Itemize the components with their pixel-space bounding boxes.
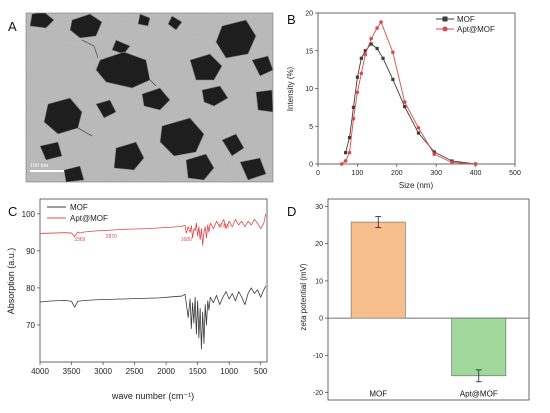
tem-micrograph: 100 nm [25, 12, 274, 183]
data-point-apt-mof [351, 116, 356, 121]
data-point-apt-mof [416, 125, 421, 130]
data-point-mof [351, 105, 356, 109]
y-axis-title-b: Intensity (%) [286, 66, 295, 111]
data-point-mof [391, 77, 395, 82]
legend-marker-mof [442, 16, 448, 22]
spectrum-line-apt-mof [39, 213, 267, 246]
x-tick-label-b: 500 [509, 170, 521, 177]
data-point-mof [363, 49, 367, 53]
y-tick-label-b: 20 [305, 11, 313, 18]
data-point-apt-mof [379, 20, 383, 24]
data-point-mof [432, 150, 436, 154]
zeta-potential-chart: -20 -10 0 10 20 30 MOF Apt@MOF zeta potential … [299, 198, 530, 401]
y-tick-label-d: 20 [315, 241, 323, 248]
x-axis-title-b: Size (nm) [399, 181, 434, 190]
legend-label-apt-mof: Apt@MOF [457, 25, 495, 34]
x-tick-label-b: 0 [316, 170, 320, 177]
data-point-mof [343, 151, 348, 155]
plot-frame-d [327, 198, 530, 401]
x-tick-label-c: 1000 [220, 367, 238, 376]
data-point-mof [355, 75, 359, 79]
x-tick-label-b: 300 [430, 170, 442, 177]
legend-c: MOF Apt@MOF [47, 203, 108, 223]
y-tick-label-b: 0 [309, 162, 313, 169]
x-tick-label-c: 1500 [189, 367, 207, 376]
x-tick-label-c: 3000 [94, 367, 112, 376]
size-distribution-chart: 0 100 200 300 400 500 0 5 10 15 20 MOF Apt@MOF Siz… [286, 11, 521, 191]
series-line-mof [345, 43, 476, 165]
y-tick-label-b: 15 [305, 48, 313, 55]
bar-mof [350, 221, 406, 319]
series-line-apt-mof [341, 21, 476, 165]
data-point-apt-mof [347, 150, 352, 155]
x-axis-title-c: wave number (cm⁻¹) [111, 391, 194, 401]
plot-frame-b [317, 12, 516, 165]
legend-label-apt-mof: Apt@MOF [70, 214, 108, 223]
panel-label-a: A [8, 19, 17, 34]
data-point-apt-mof [473, 162, 478, 166]
x-tick-label-b: 200 [391, 170, 403, 177]
panel-label-d: D [287, 204, 296, 219]
legend-label-mof: MOF [457, 15, 475, 24]
data-point-apt-mof [359, 71, 364, 76]
peak-annotation: 3369 [74, 237, 85, 243]
category-label-apt-mof: Apt@MOF [460, 390, 498, 399]
data-point-apt-mof [402, 100, 407, 104]
y-tick-label-c: 90 [26, 247, 35, 256]
y-tick-label-d: -20 [313, 390, 323, 397]
y-axis-title-c: Absorption (a.u.) [6, 248, 16, 315]
data-point-apt-mof [450, 160, 454, 165]
x-tick-label-c: 3500 [63, 367, 81, 376]
y-tick-label-d: 0 [319, 316, 323, 323]
y-tick-label-b: 10 [305, 86, 313, 93]
legend-b: MOF Apt@MOF [436, 15, 495, 34]
peak-annotation: 1680 [181, 237, 192, 243]
data-point-mof [347, 135, 352, 140]
data-point-apt-mof [355, 90, 360, 95]
x-tick-label-b: 400 [470, 170, 482, 177]
x-tick-label-c: 2000 [157, 367, 175, 376]
peak-annotation: 1086 [218, 223, 229, 229]
x-tick-label-c: 500 [254, 367, 268, 376]
data-point-mof [381, 56, 385, 60]
y-tick-label-d: 30 [315, 204, 323, 211]
y-axis-title-d: zeta potential (mV) [299, 263, 308, 330]
data-point-apt-mof [339, 162, 344, 166]
y-tick-label-d: 10 [315, 278, 323, 285]
data-point-apt-mof [363, 52, 368, 57]
data-point-mof [416, 131, 421, 135]
ftir-spectrum-chart: 4000 3500 3000 2500 2000 1500 1000 500 70 80 90 100… [6, 198, 268, 401]
data-point-apt-mof [432, 152, 437, 156]
y-tick-label-b: 5 [309, 124, 313, 131]
category-label-mof: MOF [369, 390, 387, 399]
y-tick-label-c: 80 [26, 284, 35, 293]
data-point-mof [375, 46, 379, 51]
spectrum-line-mof [39, 285, 267, 350]
legend-marker-apt-mof [442, 26, 448, 32]
data-point-apt-mof [343, 159, 348, 163]
peak-annotation: 2870 [106, 234, 117, 240]
data-point-mof [359, 56, 363, 60]
data-point-mof [369, 42, 373, 46]
data-point-apt-mof [375, 26, 379, 30]
panel-label-c: C [8, 204, 17, 219]
bar-apt-mof [451, 317, 507, 377]
data-point-apt-mof [369, 36, 373, 41]
x-tick-label-c: 4000 [31, 367, 49, 376]
y-tick-label-c: 70 [26, 321, 35, 330]
x-tick-label-c: 2500 [126, 367, 144, 376]
legend-label-mof: MOF [70, 203, 88, 212]
y-tick-label-d: -10 [313, 353, 323, 360]
plot-frame-c [39, 198, 268, 363]
data-point-mof [403, 105, 407, 109]
panel-label-b: B [287, 12, 296, 27]
x-tick-label-b: 100 [352, 170, 364, 177]
data-point-apt-mof [391, 50, 395, 55]
scale-bar-label: 100 nm [30, 163, 49, 169]
y-tick-label-c: 100 [22, 210, 36, 219]
